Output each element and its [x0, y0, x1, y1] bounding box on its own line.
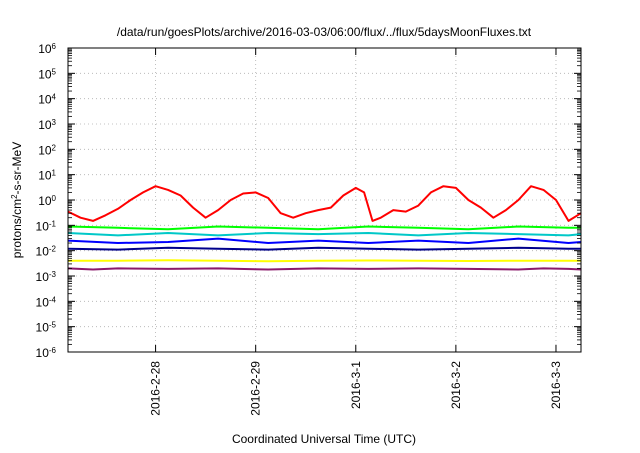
- y-tick-label: 10-5: [36, 320, 57, 335]
- y-tick-label-base: 10: [38, 118, 52, 132]
- y-tick-label-base: 10: [36, 346, 50, 360]
- y-tick-label-base: 10: [36, 270, 50, 284]
- y-tick-label-base: 10: [36, 245, 50, 259]
- y-tick-label-exp: -3: [49, 270, 57, 279]
- series-line-2: [67, 225, 581, 231]
- y-tick-label: 106: [38, 42, 56, 57]
- series-line-6: [68, 259, 581, 263]
- series-line-3: [67, 232, 582, 237]
- y-tick-label: 105: [38, 67, 56, 82]
- y-tick-label-base: 10: [36, 219, 50, 233]
- y-tick-label-base: 10: [38, 67, 52, 81]
- y-tick-label: 101: [38, 168, 56, 183]
- y-axis-label: protons/cm2-s-sr-MeV: [10, 142, 25, 258]
- y-tick-label-base: 10: [36, 295, 50, 309]
- x-tick-label: 2016-3-1: [349, 361, 363, 409]
- y-tick-label-exp: 3: [52, 118, 57, 127]
- y-tick-label: 100: [38, 194, 56, 209]
- series-line-1: [67, 185, 582, 222]
- y-tick-label-exp: 2: [52, 143, 57, 152]
- series-line-4: [67, 237, 582, 244]
- y-tick-label: 10-4: [36, 295, 57, 310]
- y-tick-label-exp: 1: [52, 168, 57, 177]
- y-tick-label-base: 10: [38, 143, 52, 157]
- y-tick-label-exp: 0: [52, 194, 57, 203]
- chart-title: /data/run/goesPlots/archive/2016-03-03/0…: [117, 25, 532, 39]
- y-tick-label-base: 10: [36, 321, 50, 335]
- y-tick-label: 10-6: [36, 346, 57, 361]
- x-tick-label: 2016-2-29: [249, 361, 263, 416]
- y-tick-label-base: 10: [38, 194, 52, 208]
- x-tick-label: 2016-3-2: [449, 361, 463, 409]
- y-tick-label-exp: -4: [49, 295, 57, 304]
- y-tick-label-exp: 4: [52, 92, 57, 101]
- y-tick-label-base: 10: [38, 93, 52, 107]
- y-tick-label-base: 10: [38, 169, 52, 183]
- y-axis-label-sup: 2: [10, 194, 19, 199]
- y-tick-label: 102: [38, 143, 56, 158]
- y-tick-label: 103: [38, 118, 56, 133]
- y-axis: 10-610-510-410-310-210-11001011021031041…: [36, 42, 581, 361]
- y-tick-label: 10-2: [36, 244, 57, 259]
- x-tick-label: 2016-3-3: [549, 361, 563, 409]
- y-tick-label: 104: [38, 92, 56, 107]
- x-axis: 2016-2-28 2016-2-29 2016-3-1 2016-3-2 2016-3…: [149, 48, 563, 416]
- y-tick-label-exp: -5: [49, 320, 57, 329]
- y-tick-label: 10-3: [36, 270, 57, 285]
- y-tick-label-exp: 5: [52, 67, 57, 76]
- y-tick-label-exp: -2: [49, 244, 57, 253]
- series-lines: [67, 185, 582, 271]
- y-tick-label: 10-1: [36, 219, 57, 234]
- y-axis-label-rest: -s-sr-MeV: [10, 142, 24, 195]
- y-tick-label-base: 10: [38, 42, 52, 56]
- series-line-7: [67, 267, 582, 271]
- series-line-5: [67, 246, 581, 251]
- x-axis-label: Coordinated Universal Time (UTC): [232, 432, 416, 446]
- y-tick-label-exp: -6: [49, 346, 57, 355]
- y-axis-label-base: protons/cm: [10, 199, 24, 258]
- x-tick-label: 2016-2-28: [149, 361, 163, 416]
- y-tick-label-exp: -1: [49, 219, 57, 228]
- y-tick-label-exp: 6: [52, 42, 57, 51]
